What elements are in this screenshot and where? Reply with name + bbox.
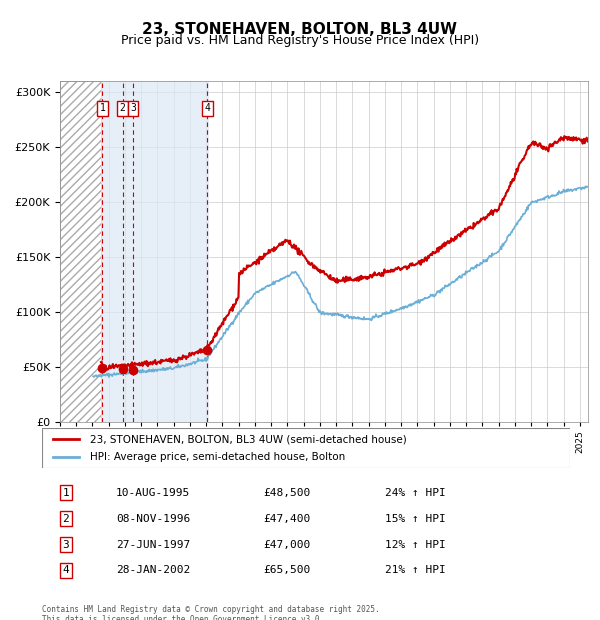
Text: £65,500: £65,500: [264, 565, 311, 575]
Text: 2: 2: [120, 103, 125, 113]
Text: 24% ↑ HPI: 24% ↑ HPI: [385, 488, 446, 498]
Text: 21% ↑ HPI: 21% ↑ HPI: [385, 565, 446, 575]
Text: 4: 4: [205, 103, 210, 113]
Text: 12% ↑ HPI: 12% ↑ HPI: [385, 539, 446, 549]
Text: 28-JAN-2002: 28-JAN-2002: [116, 565, 190, 575]
Text: 2: 2: [62, 513, 69, 524]
Text: 1: 1: [100, 103, 106, 113]
Text: 3: 3: [130, 103, 136, 113]
Text: Contains HM Land Registry data © Crown copyright and database right 2025.
This d: Contains HM Land Registry data © Crown c…: [42, 604, 380, 620]
FancyBboxPatch shape: [42, 428, 570, 468]
Text: 08-NOV-1996: 08-NOV-1996: [116, 513, 190, 524]
Text: 1: 1: [62, 488, 69, 498]
Text: 4: 4: [62, 565, 69, 575]
Bar: [60, 81, 101, 422]
Text: 15% ↑ HPI: 15% ↑ HPI: [385, 513, 446, 524]
Text: 27-JUN-1997: 27-JUN-1997: [116, 539, 190, 549]
Text: Price paid vs. HM Land Registry's House Price Index (HPI): Price paid vs. HM Land Registry's House …: [121, 34, 479, 47]
Text: 10-AUG-1995: 10-AUG-1995: [116, 488, 190, 498]
Text: HPI: Average price, semi-detached house, Bolton: HPI: Average price, semi-detached house,…: [89, 452, 345, 462]
Text: 23, STONEHAVEN, BOLTON, BL3 4UW (semi-detached house): 23, STONEHAVEN, BOLTON, BL3 4UW (semi-de…: [89, 434, 406, 444]
Text: 3: 3: [62, 539, 69, 549]
Text: £47,400: £47,400: [264, 513, 311, 524]
Text: £47,000: £47,000: [264, 539, 311, 549]
Text: 23, STONEHAVEN, BOLTON, BL3 4UW: 23, STONEHAVEN, BOLTON, BL3 4UW: [143, 22, 458, 37]
Text: £48,500: £48,500: [264, 488, 311, 498]
Bar: [101, 81, 209, 422]
